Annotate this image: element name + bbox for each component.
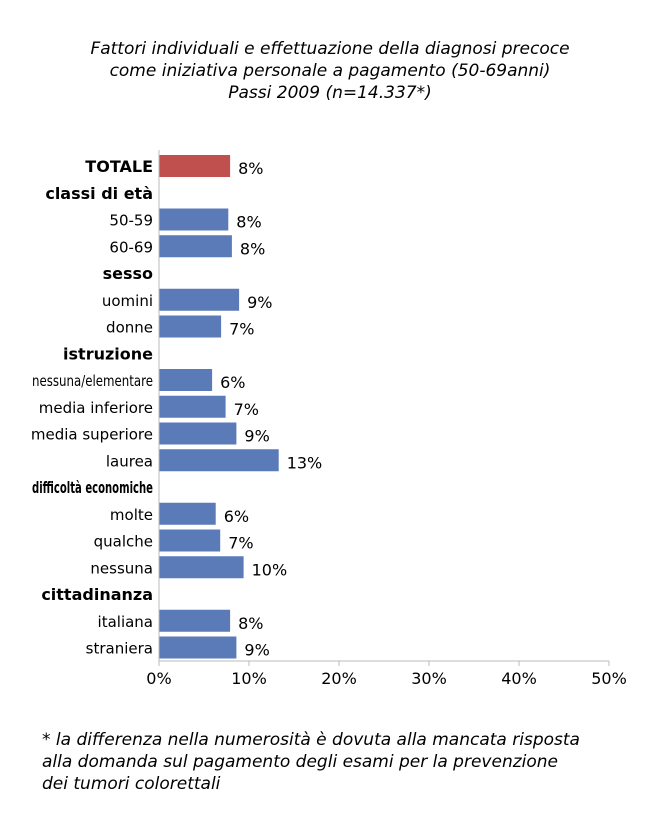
category-header: cittadinanza xyxy=(41,585,153,604)
data-label: 7% xyxy=(234,400,259,419)
category-header: classi di età xyxy=(45,184,153,203)
data-label: 9% xyxy=(244,427,269,446)
data-label: 13% xyxy=(287,453,323,472)
title-line: Fattori individuali e effettuazione dell… xyxy=(90,39,570,59)
category-label: straniera xyxy=(86,640,153,658)
category-label: media inferiore xyxy=(39,399,153,417)
data-label: 7% xyxy=(228,534,253,553)
category-label: nessuna xyxy=(90,559,153,577)
x-tick-label: 50% xyxy=(591,669,627,688)
bar xyxy=(159,609,231,632)
category-label: laurea xyxy=(106,452,153,470)
bar xyxy=(159,636,237,659)
data-label: 6% xyxy=(220,373,245,392)
bar xyxy=(159,315,222,338)
category-label: 60-69 xyxy=(109,238,153,256)
bar xyxy=(159,155,231,177)
data-label: 8% xyxy=(238,614,263,633)
category-label: italiana xyxy=(98,613,153,631)
bar xyxy=(159,288,240,311)
bar xyxy=(159,235,232,258)
category-label: nessuna/elementare xyxy=(32,372,153,390)
data-label: 6% xyxy=(224,507,249,526)
data-label: 9% xyxy=(244,641,269,660)
x-tick-label: 10% xyxy=(231,669,267,688)
title-line: come iniziativa personale a pagamento (5… xyxy=(109,61,551,81)
category-label: 50-59 xyxy=(109,212,153,230)
data-label: 9% xyxy=(247,293,272,312)
footnote-line: alla domanda sul pagamento degli esami p… xyxy=(42,752,558,772)
chart-title: Fattori individuali e effettuazione dell… xyxy=(0,38,660,104)
category-header: istruzione xyxy=(63,344,153,363)
category-label: donne xyxy=(106,319,153,337)
data-label: 10% xyxy=(252,560,288,579)
category-label: qualche xyxy=(94,533,153,551)
x-tick-label: 20% xyxy=(321,669,357,688)
bar xyxy=(159,208,229,231)
bar xyxy=(159,369,213,391)
bar xyxy=(159,502,216,525)
bar xyxy=(159,395,226,418)
category-header: difficoltà economiche xyxy=(32,478,153,497)
category-label: media superiore xyxy=(31,426,153,444)
data-label: 8% xyxy=(238,159,263,178)
category-label: molte xyxy=(110,506,153,524)
title-line: Passi 2009 (n=14.337*) xyxy=(228,83,432,103)
footnote-line: * la differenza nella numerosità è dovut… xyxy=(42,730,580,750)
bar xyxy=(159,529,221,552)
bar xyxy=(159,556,244,579)
category-header: sesso xyxy=(103,264,153,283)
category-label: uomini xyxy=(102,292,153,310)
category-header: TOTALE xyxy=(85,157,153,176)
bar xyxy=(159,422,237,445)
x-tick-label: 40% xyxy=(501,669,537,688)
data-label: 8% xyxy=(240,239,265,258)
x-tick-label: 30% xyxy=(411,669,447,688)
data-label: 8% xyxy=(236,213,261,232)
footnote-line: dei tumori colorettali xyxy=(42,774,221,794)
footnote: * la differenza nella numerosità è dovut… xyxy=(42,729,642,795)
x-tick-label: 0% xyxy=(146,669,171,688)
data-label: 7% xyxy=(229,320,254,339)
bar xyxy=(159,449,279,472)
